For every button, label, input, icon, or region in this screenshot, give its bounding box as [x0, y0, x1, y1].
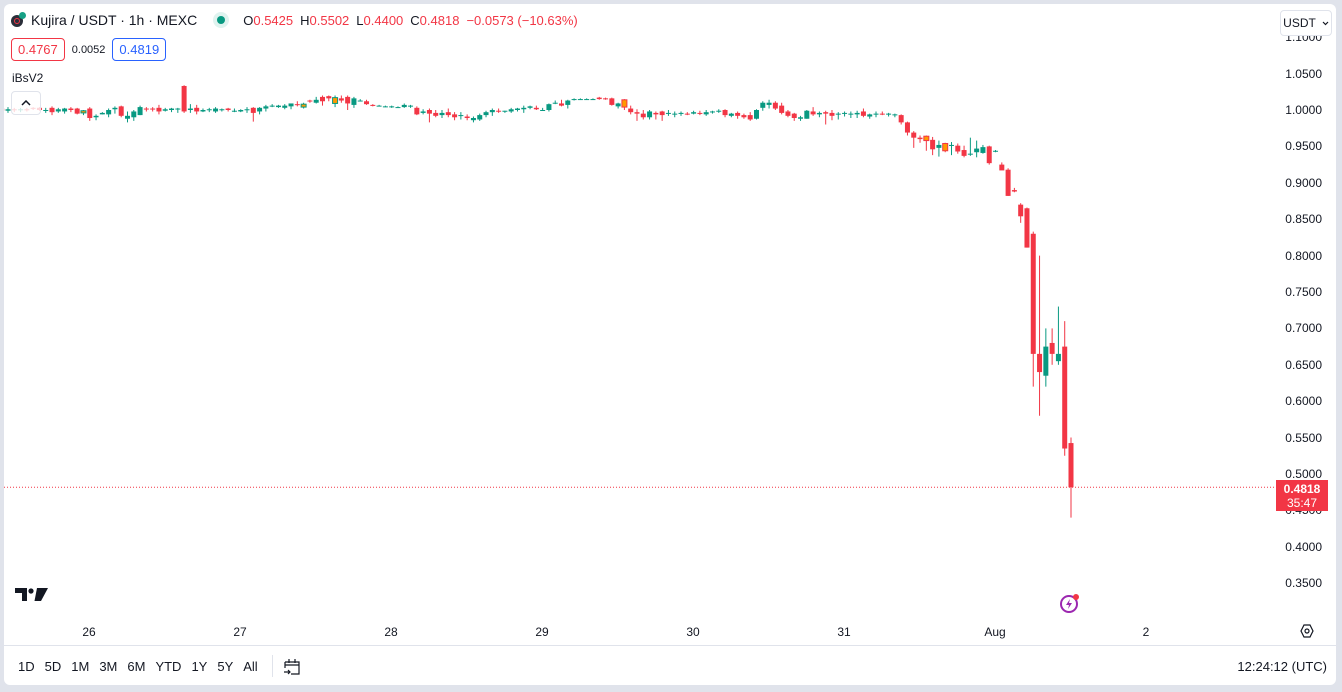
- ohlc-high-value: 0.5502: [309, 12, 350, 28]
- chart-window: Kujira / USDT · 1h · MEXC O0.5425 H0.550…: [4, 4, 1336, 685]
- range-1m-button[interactable]: 1M: [71, 658, 90, 674]
- price-axis-label: 0.5500: [1285, 430, 1322, 445]
- chevron-up-icon: [21, 100, 31, 106]
- price-axis-label: 1.0500: [1285, 66, 1322, 81]
- price-axis-label: 0.9500: [1285, 139, 1322, 154]
- utc-clock[interactable]: 12:24:12 (UTC): [1237, 658, 1327, 674]
- range-3m-button[interactable]: 3M: [99, 658, 118, 674]
- price-axis-label: 0.8000: [1285, 248, 1322, 263]
- bar-countdown: 35:47: [1286, 496, 1318, 510]
- price-axis-label: 0.3500: [1285, 576, 1322, 591]
- chevron-down-icon: [1322, 21, 1329, 25]
- currency-label: USDT: [1283, 16, 1316, 30]
- ohlc-values: O0.5425 H0.5502 L0.4400 C0.4818 −0.0573 …: [243, 13, 578, 28]
- time-axis-label: 26: [82, 625, 96, 639]
- price-axis-label: 0.9000: [1285, 175, 1322, 190]
- range-1d-button[interactable]: 1D: [18, 658, 35, 674]
- lightning-alert-icon[interactable]: [1060, 594, 1079, 613]
- indicator-label[interactable]: iBsV2: [12, 71, 44, 85]
- market-open-status-icon[interactable]: [213, 12, 230, 28]
- range-5d-button[interactable]: 5D: [44, 658, 62, 674]
- range-6m-button[interactable]: 6M: [127, 658, 146, 674]
- go-to-date-calendar-icon[interactable]: [282, 656, 302, 676]
- range-ytd-button[interactable]: YTD: [155, 658, 182, 674]
- price-axis-label: 0.6000: [1285, 394, 1322, 409]
- settings-gear-icon[interactable]: [1300, 624, 1314, 638]
- toolbar-divider: [271, 655, 273, 677]
- ohlc-open-key: O: [243, 12, 254, 28]
- kujira-logo-icon: [11, 12, 27, 28]
- time-axis-label: 29: [535, 625, 549, 639]
- time-axis-label: 31: [837, 625, 851, 639]
- time-axis-label: 27: [233, 625, 247, 639]
- range-1y-button[interactable]: 1Y: [191, 658, 208, 674]
- price-axis-label: 0.7500: [1285, 285, 1322, 299]
- ohlc-close-value: 0.4818: [419, 12, 460, 28]
- collapse-legend-button[interactable]: [11, 91, 41, 115]
- last-price-value: 0.4818: [1283, 482, 1321, 496]
- price-axis-label: 0.6500: [1285, 357, 1322, 372]
- ohlc-high-key: H: [300, 12, 310, 28]
- ohlc-low-value: 0.4400: [363, 12, 404, 28]
- bottom-toolbar: 1D 5D 1M 3M 6M YTD 1Y 5Y All 12:24:12 (U…: [4, 645, 1336, 685]
- range-all-button[interactable]: All: [243, 658, 258, 674]
- price-axis-label: 1.0000: [1285, 103, 1322, 117]
- symbol-title[interactable]: Kujira / USDT · 1h · MEXC: [31, 12, 198, 28]
- trade-quotes: 0.4767 0.0052 0.4819: [11, 38, 167, 61]
- range-5y-button[interactable]: 5Y: [217, 658, 234, 674]
- time-axis-label: Aug: [984, 625, 1006, 639]
- ohlc-low-key: L: [356, 12, 364, 28]
- ohlc-change: −0.0573 (−10.63%): [466, 12, 578, 28]
- ohlc-open-value: 0.5425: [253, 12, 294, 28]
- currency-dropdown[interactable]: USDT: [1280, 10, 1332, 36]
- price-axis-label: 0.7000: [1285, 321, 1322, 336]
- candlestick-chart[interactable]: [4, 4, 1336, 645]
- sell-price-button[interactable]: 0.4767: [11, 38, 65, 61]
- price-axis-label: 0.4000: [1285, 539, 1322, 554]
- time-axis-label: 2: [1142, 625, 1150, 639]
- time-axis-label: 28: [384, 625, 398, 639]
- tradingview-logo-icon[interactable]: [15, 588, 49, 602]
- symbol-legend: Kujira / USDT · 1h · MEXC O0.5425 H0.550…: [11, 12, 578, 28]
- last-price-tag: 0.4818 35:47: [1276, 480, 1328, 511]
- price-axis-label: 0.8500: [1285, 212, 1322, 227]
- spread-value: 0.0052: [71, 43, 106, 56]
- buy-price-button[interactable]: 0.4819: [112, 38, 167, 61]
- ohlc-close-key: C: [410, 12, 420, 28]
- date-range-buttons: 1D 5D 1M 3M 6M YTD 1Y 5Y All: [13, 659, 263, 674]
- time-axis-label: 30: [686, 625, 700, 639]
- price-axis-label: 0.5000: [1285, 467, 1322, 481]
